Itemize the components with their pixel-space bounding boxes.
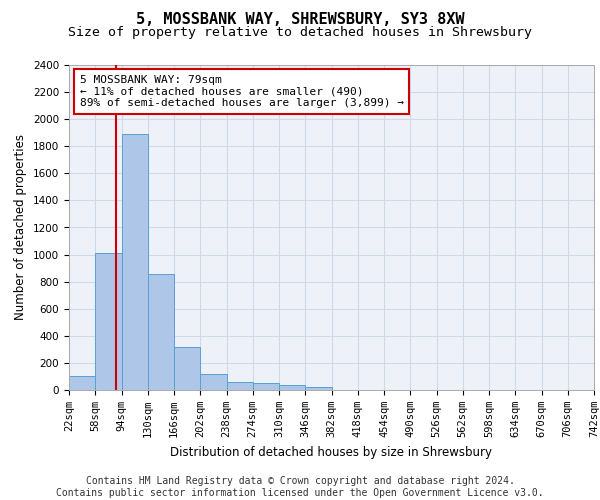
Bar [227, 382, 253, 390]
Text: Size of property relative to detached houses in Shrewsbury: Size of property relative to detached ho… [68, 26, 532, 39]
Bar [279, 386, 305, 390]
Text: Contains HM Land Registry data © Crown copyright and database right 2024.
Contai: Contains HM Land Registry data © Crown c… [56, 476, 544, 498]
Text: 5, MOSSBANK WAY, SHREWSBURY, SY3 8XW: 5, MOSSBANK WAY, SHREWSBURY, SY3 8XW [136, 12, 464, 28]
Bar [174, 348, 200, 390]
Bar [305, 386, 331, 390]
Bar [69, 376, 95, 390]
Bar [121, 134, 148, 390]
Bar [200, 374, 227, 390]
Bar [95, 253, 121, 390]
X-axis label: Distribution of detached houses by size in Shrewsbury: Distribution of detached houses by size … [170, 446, 493, 458]
Bar [148, 274, 174, 390]
Text: 5 MOSSBANK WAY: 79sqm
← 11% of detached houses are smaller (490)
89% of semi-det: 5 MOSSBANK WAY: 79sqm ← 11% of detached … [79, 74, 404, 108]
Y-axis label: Number of detached properties: Number of detached properties [14, 134, 28, 320]
Bar [253, 383, 279, 390]
